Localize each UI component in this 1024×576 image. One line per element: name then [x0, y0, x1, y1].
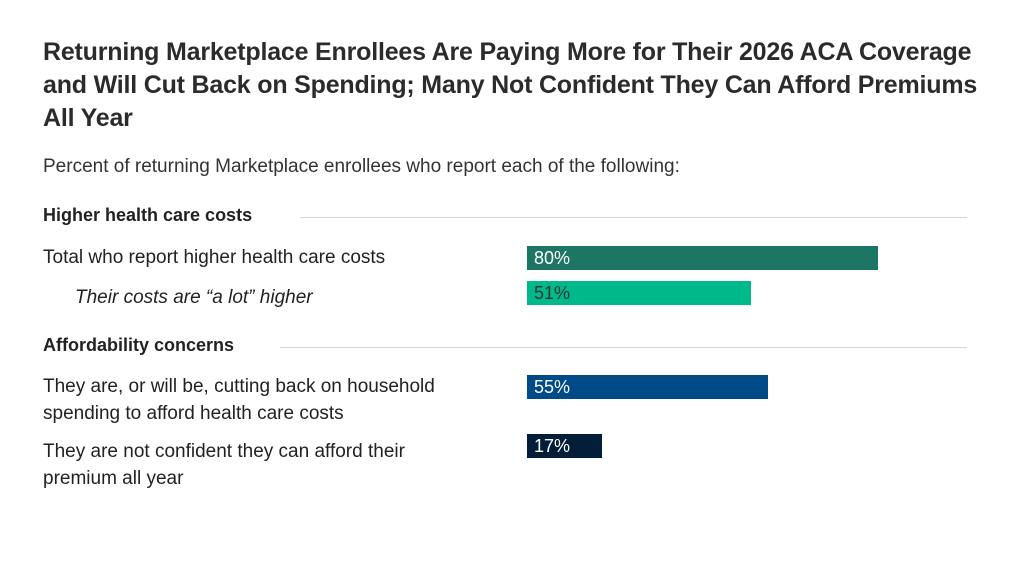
category-label: Total who report higher health care cost… [43, 247, 386, 268]
bar [527, 375, 769, 399]
section-divider [300, 217, 967, 218]
bar [527, 246, 878, 270]
chart-subtitle: Percent of returning Marketplace enrolle… [43, 156, 680, 177]
data-label: 17% [534, 436, 571, 456]
data-label: 51% [534, 283, 571, 303]
section-heading-costs: Higher health care costs [43, 205, 267, 226]
data-label: 80% [534, 248, 571, 268]
category-label: Their costs are “a lot” higher [75, 287, 313, 308]
section-heading-affordability: Affordability concerns [43, 335, 249, 356]
section-divider [280, 347, 967, 348]
bar [527, 281, 751, 305]
chart-title: Returning Marketplace Enrollees Are Payi… [43, 38, 978, 132]
category-label: They are not confident they can afford t… [43, 441, 405, 489]
category-label: They are, or will be, cutting back on ho… [43, 376, 435, 424]
bar [527, 434, 602, 458]
data-label: 55% [534, 377, 571, 397]
